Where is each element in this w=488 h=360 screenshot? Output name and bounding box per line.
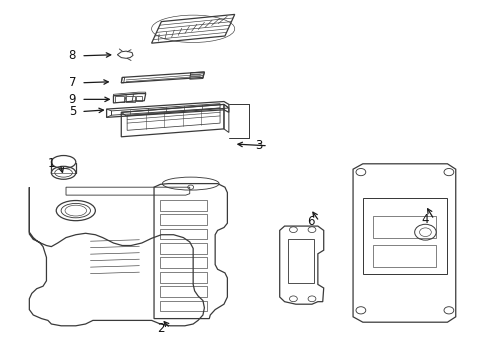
Bar bbox=[160, 286, 206, 297]
Text: 4: 4 bbox=[421, 213, 428, 226]
Bar bbox=[160, 200, 206, 211]
Bar bbox=[160, 214, 206, 225]
Bar bbox=[362, 198, 446, 274]
Bar bbox=[115, 96, 123, 102]
Text: 1: 1 bbox=[47, 157, 55, 170]
Text: 7: 7 bbox=[68, 76, 76, 89]
Bar bbox=[287, 239, 314, 283]
Bar bbox=[372, 245, 435, 267]
Bar bbox=[160, 272, 206, 283]
Bar bbox=[126, 96, 135, 102]
Text: 6: 6 bbox=[306, 215, 314, 228]
Bar bbox=[372, 216, 435, 238]
Bar bbox=[160, 243, 206, 254]
Bar bbox=[160, 229, 206, 239]
Text: 8: 8 bbox=[68, 49, 76, 62]
Bar bbox=[160, 301, 206, 311]
Text: 3: 3 bbox=[255, 139, 263, 152]
Bar bbox=[136, 96, 142, 101]
Text: 2: 2 bbox=[157, 322, 165, 335]
Text: 9: 9 bbox=[68, 93, 76, 106]
Text: 5: 5 bbox=[68, 105, 76, 118]
Bar bbox=[160, 257, 206, 268]
